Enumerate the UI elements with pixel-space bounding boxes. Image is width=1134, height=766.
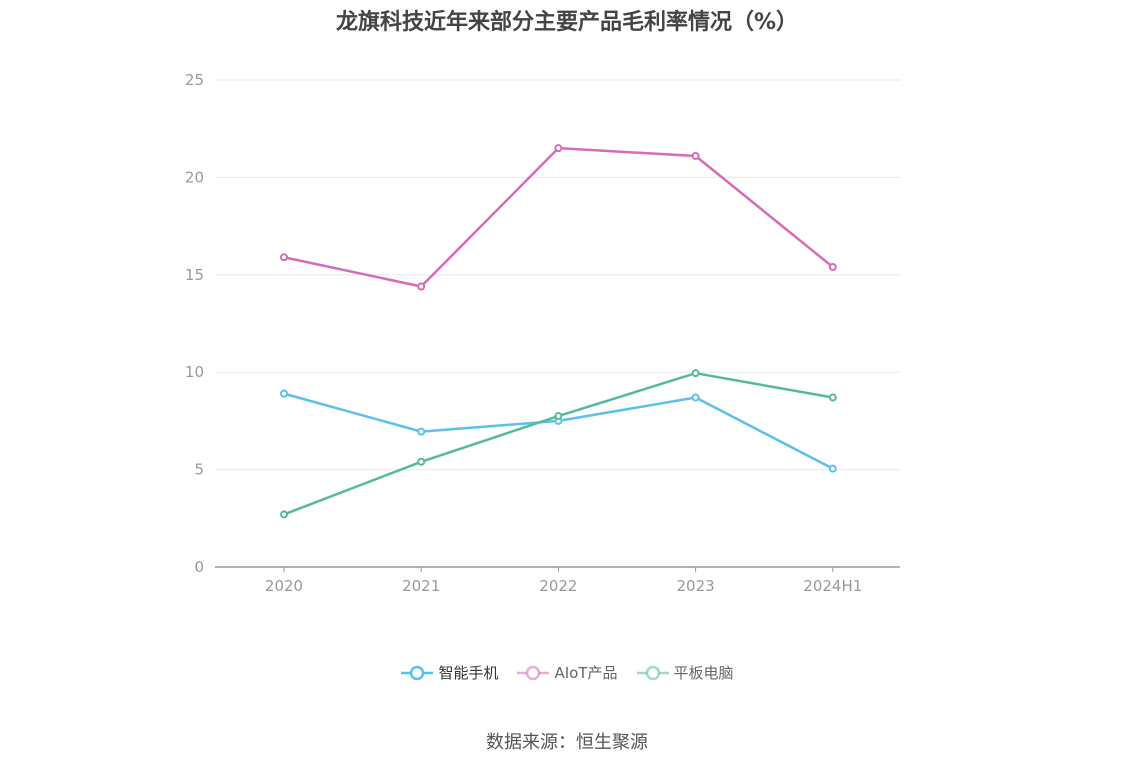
legend-swatch-icon (517, 665, 550, 680)
data-point[interactable] (280, 389, 288, 398)
y-tick-label: 0 (194, 558, 204, 576)
legend-swatch-icon (636, 665, 669, 680)
data-point[interactable] (828, 393, 837, 402)
x-tick-label: 2020 (265, 577, 303, 595)
chart-title: 龙旗科技近年来部分主要产品毛利率情况（%） (335, 10, 799, 35)
x-tick-label: 2021 (402, 577, 440, 595)
data-point[interactable] (691, 151, 700, 160)
y-tick-label: 25 (185, 71, 204, 89)
legend-item-0[interactable]: 智能手机 (400, 662, 498, 683)
data-point[interactable] (554, 412, 563, 421)
x-tick-label: 2022 (539, 577, 577, 595)
data-point[interactable] (417, 427, 426, 436)
series-layer (280, 144, 837, 519)
series-line-0 (283, 392, 834, 470)
data-point[interactable] (417, 282, 426, 291)
data-point[interactable] (280, 253, 288, 262)
series-line-2 (283, 371, 834, 516)
legend: 智能手机 AIoT产品 平板电脑 (0, 662, 1134, 683)
source-note: 数据来源：恒生聚源 (486, 732, 648, 753)
data-point[interactable] (691, 369, 700, 378)
y-tick-label: 10 (185, 363, 204, 381)
data-point[interactable] (280, 510, 288, 519)
data-point[interactable] (691, 393, 700, 402)
data-point[interactable] (554, 144, 563, 153)
data-point[interactable] (828, 263, 837, 272)
legend-item-2[interactable]: 平板电脑 (636, 662, 734, 683)
x-tick-label: 2023 (677, 577, 715, 595)
y-tick-label: 20 (185, 168, 204, 186)
data-point[interactable] (417, 457, 426, 466)
legend-label: AIoT产品 (554, 664, 618, 682)
legend-item-1[interactable]: AIoT产品 (516, 662, 618, 683)
legend-label: 平板电脑 (673, 664, 734, 682)
grid-layer (215, 79, 900, 471)
legend-label: 智能手机 (438, 664, 499, 682)
series-line-1 (283, 146, 834, 288)
x-tick-label: 2024H1 (803, 577, 862, 595)
y-tick-label: 5 (194, 461, 204, 479)
axis-layer: 0 5 10 15 20 25 2020 2021 2022 2023 2024H1 (185, 71, 900, 595)
data-point[interactable] (828, 464, 837, 473)
y-tick-label: 15 (185, 266, 204, 284)
legend-swatch-icon (401, 665, 434, 680)
